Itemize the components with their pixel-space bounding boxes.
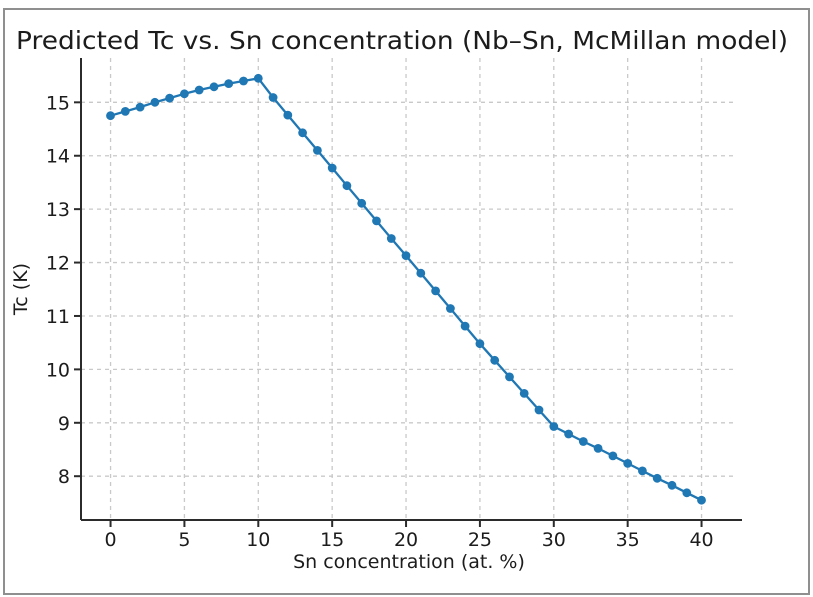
data-point-marker <box>386 234 396 243</box>
y-tick-label: 15 <box>46 92 70 114</box>
data-point-marker <box>416 268 426 278</box>
x-tick-label: 5 <box>178 529 190 551</box>
axis-spines <box>80 58 742 521</box>
x-tick-label: 35 <box>616 529 640 551</box>
chart-title: Predicted Tc vs. Sn concentration (Nb–Sn… <box>16 26 788 55</box>
grid-lines <box>81 58 737 520</box>
y-axis-label: Tc (K) <box>10 263 32 316</box>
data-point-marker <box>534 405 544 415</box>
data-point-marker <box>401 251 411 260</box>
data-point-marker <box>623 459 633 468</box>
x-tick-label: 40 <box>689 529 713 551</box>
y-tick-label: 9 <box>58 413 70 435</box>
x-axis-label: Sn concentration (at. %) <box>293 551 525 573</box>
y-tick-label: 13 <box>46 199 70 221</box>
data-point-marker <box>564 429 573 439</box>
data-point-marker <box>327 163 337 173</box>
data-point-marker <box>490 355 500 365</box>
x-tick-label: 20 <box>394 529 418 551</box>
data-point-marker <box>431 286 440 296</box>
data-point-marker <box>313 146 322 155</box>
data-point-marker <box>460 321 470 331</box>
data-point-marker <box>549 422 559 431</box>
axis-tick-marks <box>74 101 703 527</box>
line-series-tc <box>106 73 706 505</box>
data-point-marker <box>505 372 514 382</box>
y-tick-label: 10 <box>46 359 70 381</box>
data-point-marker <box>652 473 662 483</box>
data-point-marker <box>593 444 603 453</box>
data-point-marker <box>135 102 145 112</box>
x-tick-label: 0 <box>105 529 117 551</box>
data-point-marker <box>667 480 677 490</box>
y-tick-label: 14 <box>46 146 70 168</box>
data-point-marker <box>682 488 692 498</box>
data-point-marker <box>194 85 204 95</box>
x-tick-label: 25 <box>468 529 492 551</box>
data-point-marker <box>357 198 367 208</box>
data-point-marker <box>638 466 647 476</box>
y-tick-label: 12 <box>46 253 70 275</box>
data-point-marker <box>578 437 588 446</box>
data-point-marker <box>446 304 455 313</box>
axis-tick-labels: 0 5 10 15 20 25 30 35 40 8 9 10 11 12 13 14 15 <box>46 92 714 551</box>
data-point-marker <box>283 110 293 120</box>
data-point-marker <box>608 451 618 461</box>
data-point-marker <box>106 111 115 121</box>
data-point-marker <box>268 93 278 102</box>
data-point-marker <box>120 107 130 116</box>
x-tick-label: 10 <box>246 529 270 551</box>
data-point-marker <box>239 76 248 86</box>
data-point-marker <box>697 495 706 505</box>
y-tick-label: 11 <box>46 306 70 328</box>
x-tick-label: 15 <box>320 529 344 551</box>
data-point-marker <box>342 181 352 191</box>
data-point-marker <box>372 216 381 226</box>
y-tick-label: 8 <box>58 466 70 488</box>
data-point-marker <box>253 73 263 83</box>
data-point-marker <box>209 82 219 92</box>
data-point-marker <box>519 389 529 398</box>
data-point-marker <box>150 97 160 107</box>
data-point-marker <box>165 93 175 103</box>
data-point-marker <box>475 339 485 349</box>
data-point-marker <box>224 79 234 88</box>
x-tick-label: 30 <box>542 529 566 551</box>
data-point-marker <box>180 89 189 99</box>
data-point-marker <box>298 128 307 138</box>
